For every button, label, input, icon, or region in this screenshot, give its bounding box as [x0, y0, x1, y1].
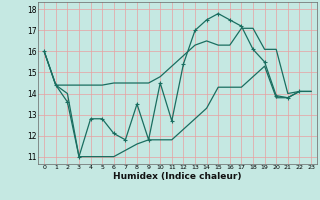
- X-axis label: Humidex (Indice chaleur): Humidex (Indice chaleur): [113, 172, 242, 181]
